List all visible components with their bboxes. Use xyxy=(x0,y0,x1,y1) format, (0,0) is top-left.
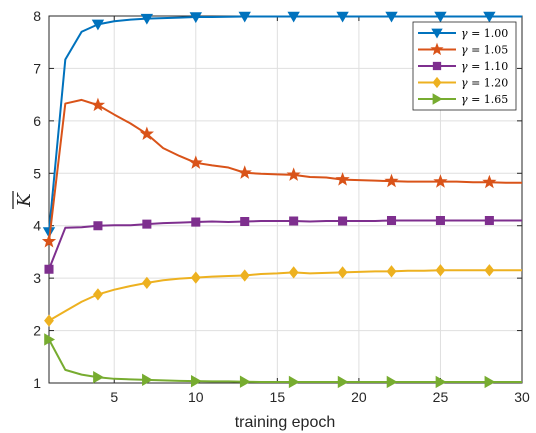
data-point-marker xyxy=(239,375,251,388)
data-point-marker xyxy=(238,11,251,23)
x-tick-label: 25 xyxy=(433,389,449,405)
series-4 xyxy=(44,264,522,327)
legend-marker xyxy=(432,61,442,71)
data-point-marker xyxy=(93,288,103,301)
legend-marker xyxy=(432,93,443,105)
data-point-marker xyxy=(90,97,106,112)
legend-value: = 1.05 xyxy=(468,44,509,57)
data-point-marker xyxy=(141,276,152,290)
legend-value: = 1.00 xyxy=(468,27,509,40)
data-point-marker xyxy=(140,13,154,25)
data-point-marker xyxy=(142,219,152,229)
data-point-marker xyxy=(139,126,154,141)
data-point-marker xyxy=(288,266,299,279)
x-axis-label: training epoch xyxy=(235,414,336,431)
y-tick-label: 6 xyxy=(33,113,41,129)
data-point-marker xyxy=(93,371,104,384)
y-tick-label: 2 xyxy=(33,323,41,339)
data-point-marker xyxy=(483,11,496,23)
data-point-marker xyxy=(188,155,203,169)
data-point-marker xyxy=(484,264,495,277)
data-point-marker xyxy=(435,375,447,389)
data-point-marker xyxy=(336,11,349,23)
y-tick-label: 7 xyxy=(33,60,41,76)
legend-marker xyxy=(431,28,443,39)
legend-value: = 1.20 xyxy=(468,77,509,90)
legend-entry-label: γ = 1.00 xyxy=(461,27,508,40)
legend-gamma-symbol: γ xyxy=(461,44,468,57)
legend-marker xyxy=(430,42,444,56)
data-point-marker xyxy=(142,373,153,387)
y-axis-label: K xyxy=(14,192,35,208)
y-axis-label-group: K xyxy=(12,191,35,209)
data-point-marker xyxy=(190,271,201,284)
data-point-marker xyxy=(338,216,348,226)
series-2 xyxy=(41,97,522,248)
legend-gamma-symbol: γ xyxy=(461,93,468,106)
legend-entry-label: γ = 1.10 xyxy=(461,60,508,73)
x-tick-label: 30 xyxy=(514,389,530,405)
data-point-marker xyxy=(91,19,105,31)
y-tick-label: 8 xyxy=(33,8,41,24)
data-point-marker xyxy=(287,11,300,23)
data-point-marker xyxy=(44,264,54,274)
data-point-marker xyxy=(386,375,398,389)
data-point-marker xyxy=(189,12,202,24)
axis-ticks: 5 10 15 20 25 30 1 2 3 4 5 6 7 8 xyxy=(33,8,530,405)
data-point-marker xyxy=(484,215,494,225)
data-point-marker xyxy=(484,375,496,389)
data-point-marker xyxy=(337,375,349,389)
legend-gamma-symbol: γ xyxy=(461,77,468,90)
data-point-marker xyxy=(42,227,56,239)
data-point-marker xyxy=(286,167,301,181)
data-point-marker xyxy=(433,174,448,188)
x-tick-label: 15 xyxy=(270,389,286,405)
legend-value: = 1.65 xyxy=(468,93,509,106)
data-point-marker xyxy=(434,11,447,23)
data-point-marker xyxy=(435,215,445,225)
data-point-marker xyxy=(482,174,497,189)
legend-entry-label: γ = 1.20 xyxy=(461,77,508,90)
series-group xyxy=(41,11,522,389)
legend-value: = 1.10 xyxy=(468,60,509,73)
data-point-marker xyxy=(386,215,397,225)
data-point-marker xyxy=(44,314,54,327)
series-5 xyxy=(44,333,522,389)
data-point-marker xyxy=(93,221,103,231)
data-point-marker xyxy=(41,233,57,248)
legend-entry-label: γ = 1.05 xyxy=(461,44,508,57)
y-tick-label: 5 xyxy=(33,165,41,181)
legend-gamma-symbol: γ xyxy=(461,60,468,73)
data-point-marker xyxy=(44,333,56,346)
x-tick-label: 20 xyxy=(351,389,367,405)
data-point-marker xyxy=(240,216,250,227)
data-point-marker xyxy=(386,265,397,278)
data-point-marker xyxy=(337,266,348,279)
data-point-marker xyxy=(384,173,399,188)
series-1 xyxy=(42,11,522,239)
data-point-marker xyxy=(385,11,398,23)
x-tick-label: 10 xyxy=(188,389,204,405)
x-tick-label: 5 xyxy=(110,389,118,405)
y-tick-label: 1 xyxy=(33,375,41,391)
y-tick-label: 4 xyxy=(33,218,41,234)
data-point-marker xyxy=(190,374,202,388)
data-point-marker xyxy=(289,216,299,226)
legend-entry-label: γ = 1.65 xyxy=(461,93,508,106)
data-point-marker xyxy=(435,264,446,277)
data-point-marker xyxy=(288,375,300,389)
legend-marker xyxy=(432,76,442,89)
y-tick-label: 3 xyxy=(33,270,41,286)
data-point-marker xyxy=(335,172,350,186)
data-point-marker xyxy=(237,165,252,179)
data-point-marker xyxy=(239,269,250,282)
data-point-marker xyxy=(191,217,201,227)
legend-gamma-symbol: γ xyxy=(461,27,468,40)
legend: γ = 1.00γ = 1.05γ = 1.10γ = 1.20γ = 1.65 xyxy=(412,21,517,111)
series-3 xyxy=(44,215,522,274)
